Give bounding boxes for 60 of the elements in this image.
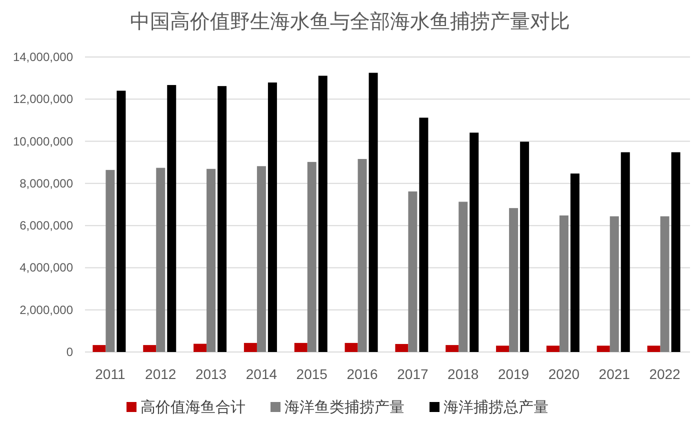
x-tick-label: 2018 — [448, 366, 479, 382]
x-tick-label: 2022 — [649, 366, 681, 382]
bar — [92, 345, 106, 352]
bar — [559, 215, 568, 352]
y-tick-label: 10,000,000 — [12, 134, 74, 148]
bar — [419, 118, 428, 352]
x-tick-label: 2012 — [145, 366, 176, 382]
bar — [520, 142, 530, 352]
x-tick-label: 2020 — [548, 366, 580, 382]
bar — [458, 202, 468, 352]
bar — [570, 174, 580, 352]
bar — [610, 216, 619, 352]
x-tick-label: 2011 — [95, 366, 126, 382]
bar — [368, 72, 378, 352]
bar — [446, 345, 459, 352]
y-tick-label: 6,000,000 — [20, 218, 74, 233]
bar — [116, 90, 126, 352]
bar — [358, 158, 367, 352]
x-tick-label: 2016 — [346, 366, 378, 382]
bar — [496, 346, 510, 352]
x-tick-label: 2015 — [296, 366, 328, 382]
bar — [408, 191, 418, 352]
x-tick-label: 2014 — [246, 366, 278, 382]
bar — [294, 342, 308, 352]
x-tick-label: 2021 — [598, 366, 630, 382]
bar — [671, 152, 680, 352]
bar — [546, 346, 560, 352]
bar — [206, 168, 216, 352]
bar — [470, 132, 479, 352]
bar — [156, 168, 166, 352]
bar — [660, 216, 670, 352]
bar — [244, 342, 257, 352]
x-tick-label: 2013 — [195, 366, 227, 382]
legend-label: 高价值海鱼合计 — [140, 399, 246, 416]
legend-label: 海洋捕捞总产量 — [444, 399, 548, 416]
bar — [318, 76, 328, 352]
x-tick-label: 2017 — [397, 366, 428, 382]
y-tick-label: 4,000,000 — [20, 260, 74, 275]
chart-title: 中国高价值野生海水鱼与全部海水鱼捕捞产量对比 — [130, 10, 570, 33]
legend-label: 海洋鱼类捕捞产量 — [284, 399, 404, 416]
bar — [106, 170, 115, 352]
bar — [167, 85, 176, 352]
bar — [596, 346, 610, 352]
y-tick-label: 8,000,000 — [20, 176, 74, 190]
x-tick-label: 2019 — [498, 366, 530, 382]
y-tick-label: 14,000,000 — [12, 50, 74, 64]
bar — [509, 208, 518, 352]
bar — [256, 166, 266, 352]
bar — [194, 344, 207, 352]
y-tick-label: 12,000,000 — [12, 92, 74, 106]
bar — [268, 82, 277, 352]
bar — [307, 162, 316, 352]
y-tick-label: 0 — [66, 345, 74, 359]
y-tick-label: 2,000,000 — [20, 302, 74, 317]
bar — [395, 344, 408, 352]
bar — [647, 346, 660, 352]
bar — [143, 345, 156, 352]
bar — [344, 342, 358, 352]
bar — [620, 152, 630, 352]
bar — [218, 86, 227, 352]
